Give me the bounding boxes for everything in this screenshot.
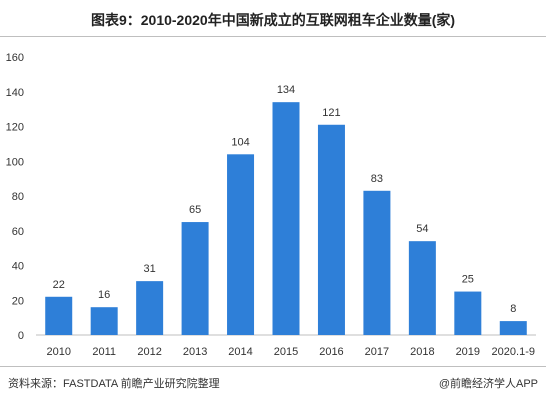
data-label: 104 — [231, 136, 249, 148]
bar — [317, 124, 345, 335]
x-tick-label: 2011 — [92, 346, 116, 358]
x-tick-label: 2020.1-9 — [492, 346, 535, 358]
y-tick-label: 40 — [12, 261, 24, 273]
data-label: 22 — [53, 279, 65, 291]
bar — [363, 190, 391, 335]
credit-note: @前瞻经济学人APP — [438, 378, 538, 390]
bar — [454, 291, 482, 335]
data-label: 83 — [371, 173, 383, 185]
x-tick-label: 2018 — [410, 346, 434, 358]
chart-title: 图表9：2010-2020年中国新成立的互联网租车企业数量(家) — [90, 12, 456, 28]
data-label: 8 — [510, 303, 516, 315]
x-tick-label: 2019 — [456, 346, 480, 358]
x-tick-label: 2017 — [365, 346, 389, 358]
data-label: 16 — [98, 289, 110, 301]
y-tick-label: 80 — [12, 191, 24, 203]
data-label: 134 — [277, 84, 295, 96]
data-label: 121 — [322, 107, 340, 119]
footer-divider — [0, 366, 546, 367]
x-tick-label: 2016 — [319, 346, 343, 358]
x-tick-label: 2010 — [46, 346, 70, 358]
title-divider — [0, 36, 546, 37]
y-tick-label: 100 — [6, 156, 24, 168]
y-tick-label: 160 — [6, 52, 24, 64]
x-tick-label: 2012 — [137, 346, 161, 358]
data-label: 25 — [462, 274, 474, 286]
bar — [272, 102, 300, 335]
bar — [181, 222, 209, 335]
x-tick-label: 2014 — [228, 346, 252, 358]
x-tick-label: 2015 — [274, 346, 298, 358]
bar — [45, 296, 73, 335]
y-tick-label: 60 — [12, 226, 24, 238]
data-label: 54 — [416, 223, 428, 235]
data-label: 31 — [144, 263, 156, 275]
x-tick-label: 2013 — [183, 346, 207, 358]
bar — [90, 307, 118, 335]
y-tick-label: 20 — [12, 295, 24, 307]
bar — [499, 321, 527, 335]
y-tick-label: 120 — [6, 122, 24, 134]
bar — [227, 154, 255, 335]
y-tick-label: 140 — [6, 87, 24, 99]
bar — [136, 281, 164, 335]
bar — [408, 241, 436, 335]
y-tick-label: 0 — [18, 330, 24, 342]
data-label: 65 — [189, 204, 201, 216]
source-note: 资料来源：FASTDATA 前瞻产业研究院整理 — [8, 378, 220, 390]
